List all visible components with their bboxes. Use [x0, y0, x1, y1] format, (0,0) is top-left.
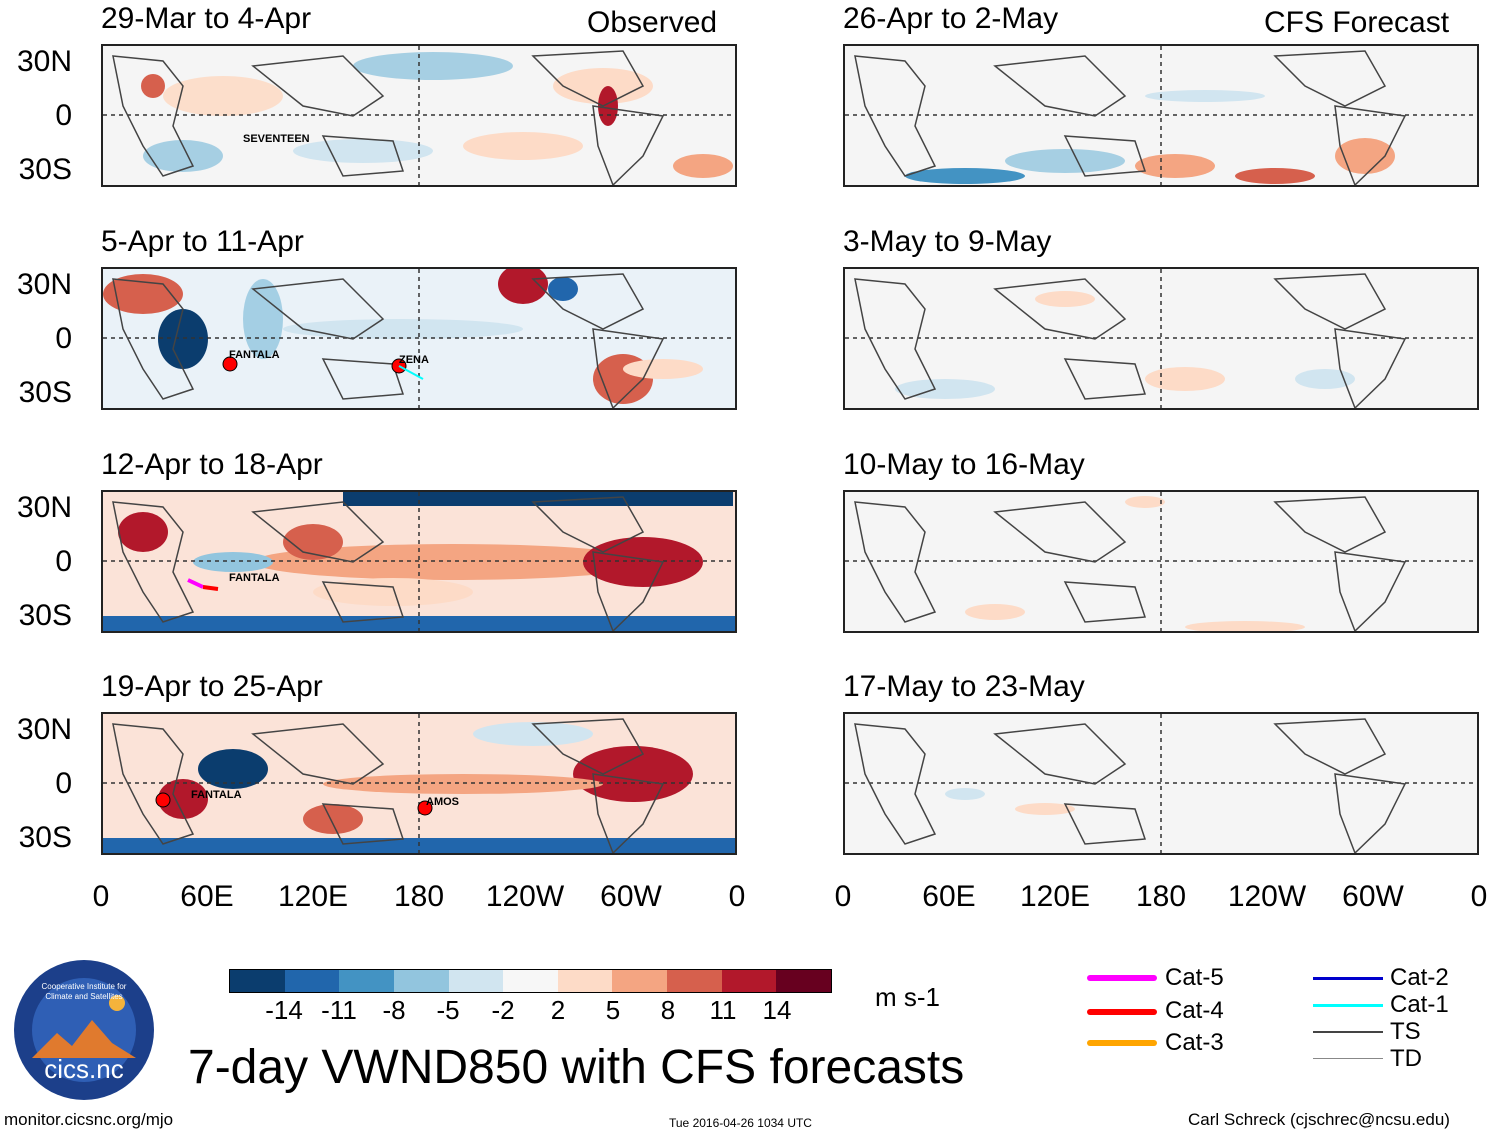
legend-label: Cat-5 [1165, 964, 1224, 991]
lon-label: 60E [180, 880, 234, 913]
main-title: 7-day VWND850 with CFS forecasts [188, 1041, 965, 1094]
colorbar-swatch [776, 970, 832, 992]
legend-label: Cat-1 [1390, 991, 1449, 1018]
lat-0: 0 [55, 99, 72, 132]
colorbar-swatch [721, 970, 777, 992]
lon-label: 120W [485, 880, 565, 913]
observed-panel-4-title: 19-Apr to 25-Apr [101, 670, 323, 703]
colorbar [229, 969, 832, 993]
legend-label: Cat-4 [1165, 997, 1224, 1024]
observed-panel-2-title: 5-Apr to 11-Apr [101, 225, 304, 258]
colorbar-swatch [448, 970, 504, 992]
forecast-map-3 [843, 490, 1479, 633]
lon-label: 0 [1470, 880, 1488, 913]
forecast-label: CFS Forecast [1264, 6, 1450, 39]
storm-label: ZENA [399, 354, 429, 366]
forecast-panel-1-title: 26-Apr to 2-May [843, 2, 1059, 35]
colorbar-label: 8 [660, 995, 676, 1025]
colorbar-label: -2 [491, 995, 515, 1025]
footer-timestamp: Tue 2016-04-26 1034 UTC [669, 1116, 812, 1130]
lon-label: 180 [1135, 880, 1187, 913]
colorbar-label: 5 [605, 995, 621, 1025]
lat-30s: 30S [18, 599, 72, 632]
logo-ring-text: Cooperative Institute for Climate and Sa… [41, 982, 127, 1001]
observed-map-2: FANTALA ZENA [101, 267, 737, 410]
lat-30n: 30N [16, 45, 72, 78]
forecast-panel-4-title: 17-May to 23-May [843, 670, 1085, 703]
colorbar-swatch [557, 970, 613, 992]
lon-label: 120W [1227, 880, 1307, 913]
lat-0: 0 [55, 767, 72, 800]
colorbar-label: -8 [382, 995, 406, 1025]
footer-website[interactable]: monitor.cicsnc.org/mjo [4, 1110, 174, 1129]
legend-label: TD [1390, 1045, 1422, 1072]
observed-map-4: FANTALA AMOS [101, 712, 737, 855]
forecast-map-4 [843, 712, 1479, 855]
lon-label: 0 [728, 880, 746, 913]
forecast-map-1 [843, 44, 1479, 187]
colorbar-swatch [339, 970, 394, 992]
storm-label: FANTALA [229, 572, 280, 584]
legend-label: TS [1390, 1018, 1421, 1045]
legend-label: Cat-3 [1165, 1029, 1224, 1056]
colorbar-label: -14 [265, 995, 303, 1025]
colorbar-label: 2 [550, 995, 566, 1025]
observed-map-1: SEVENTEEN [101, 44, 737, 187]
lon-label: 180 [393, 880, 445, 913]
storm-label: FANTALA [191, 789, 242, 801]
colorbar-swatch [612, 970, 668, 992]
colorbar-swatch [393, 970, 449, 992]
lat-30s: 30S [18, 821, 72, 854]
colorbar-swatch [230, 970, 285, 992]
storm-label: FANTALA [229, 349, 280, 361]
colorbar-units: m s-1 [875, 982, 940, 1012]
lon-label: 60W [600, 880, 662, 913]
colorbar-label: -11 [321, 995, 357, 1025]
lat-30n: 30N [16, 268, 72, 301]
legend-line-cat3 [1087, 1040, 1157, 1046]
storm-label: SEVENTEEN [243, 133, 310, 145]
forecast-panel-3-title: 10-May to 16-May [843, 448, 1085, 481]
colorbar-label: 14 [762, 995, 792, 1025]
legend-line-cat2 [1313, 977, 1383, 980]
legend-line-cat1 [1313, 1004, 1383, 1007]
legend-label: Cat-2 [1390, 964, 1449, 991]
footer-author[interactable]: Carl Schreck (cjschrec@ncsu.edu) [1188, 1110, 1450, 1129]
forecast-map-2 [843, 267, 1479, 410]
legend-line-cat4 [1087, 1009, 1157, 1015]
colorbar-label: 11 [709, 995, 737, 1025]
legend-line-td [1313, 1058, 1383, 1059]
colorbar-swatch [503, 970, 558, 992]
legend-line-cat5 [1087, 975, 1157, 981]
lon-label: 0 [834, 880, 852, 913]
lat-30n: 30N [16, 713, 72, 746]
lon-label: 60E [922, 880, 976, 913]
logo-text: cics.nc [44, 1054, 124, 1084]
lon-label: 120E [1019, 880, 1091, 913]
cics-logo: cics.nc Cooperative Institute for Climat… [12, 958, 156, 1102]
observed-panel-1-title: 29-Mar to 4-Apr [101, 2, 312, 35]
lat-0: 0 [55, 322, 72, 355]
colorbar-swatch [667, 970, 722, 992]
lat-0: 0 [55, 545, 72, 578]
legend-line-ts [1313, 1031, 1383, 1033]
observed-panel-3-title: 12-Apr to 18-Apr [101, 448, 323, 481]
lat-30s: 30S [18, 153, 72, 186]
storm-label: AMOS [426, 796, 459, 808]
forecast-panel-2-title: 3-May to 9-May [843, 225, 1052, 258]
colorbar-label: -5 [436, 995, 460, 1025]
lon-label: 60W [1342, 880, 1404, 913]
lon-label: 120E [277, 880, 349, 913]
lat-30n: 30N [16, 491, 72, 524]
lon-label: 0 [92, 880, 110, 913]
lat-30s: 30S [18, 376, 72, 409]
observed-map-3: FANTALA [101, 490, 737, 633]
observed-label: Observed [587, 6, 718, 39]
colorbar-swatch [284, 970, 340, 992]
